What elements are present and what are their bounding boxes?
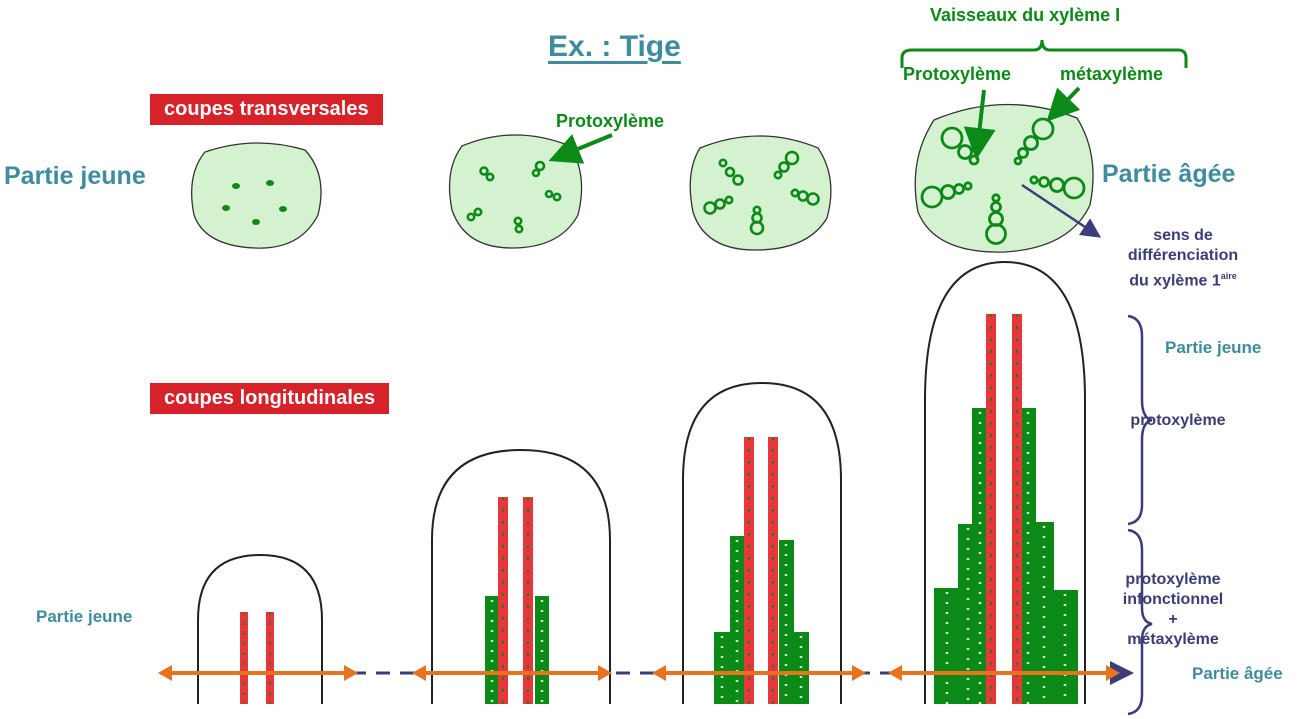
annotation-arrows <box>548 86 1081 164</box>
cross-section-1 <box>191 142 322 249</box>
longitudinal-section-1 <box>197 553 323 704</box>
orange-arrows <box>158 665 1120 681</box>
metaxylem-top-label: métaxylème <box>1060 64 1164 84</box>
metaxylem-top-arrow <box>1046 86 1081 122</box>
nonfunctional-line-3: + <box>1168 611 1178 628</box>
old-metaxylem-brace <box>1127 528 1153 716</box>
orange-arrow-1 <box>158 665 358 681</box>
page-title: Ex. : Tige <box>548 30 681 63</box>
longitudinal-section-2 <box>431 448 611 704</box>
nonfunctional-line-4: métaxylème <box>1127 631 1219 648</box>
old-part-label-top: Partie âgée <box>1102 160 1236 188</box>
nonfunctional-line-1: protoxylème <box>1125 571 1221 588</box>
differentiation-arrow <box>1021 183 1102 238</box>
cross-section-3 <box>689 135 832 251</box>
protoxylem-section2-label: Protoxylème <box>556 111 665 131</box>
longitudinal-section-4 <box>924 260 1086 704</box>
young-part-label-right: Partie jeune <box>1165 338 1262 357</box>
young-protoxylem-brace <box>1127 314 1153 526</box>
differentiation-line-1: sens de <box>1153 227 1213 244</box>
young-part-label-top: Partie jeune <box>4 162 146 190</box>
orange-arrow-4 <box>888 665 1120 681</box>
primary-xylem-vessels-label: Vaisseaux du xylème I <box>930 5 1121 25</box>
differentiation-line-3-text: du xylème 1 <box>1129 272 1221 290</box>
nonfunctional-line-2: infonctionnel <box>1122 591 1224 608</box>
longitudinal-sections-label: coupes longitudinales <box>150 383 390 414</box>
differentiation-line-2: différenciation <box>1127 247 1239 264</box>
cross-section-2 <box>448 134 583 249</box>
transverse-sections-label: coupes transversales <box>150 94 383 125</box>
protoxylem-top-arrow <box>963 89 996 160</box>
orange-arrow-2 <box>412 665 612 681</box>
differentiation-line-3: du xylème 1aire <box>1110 266 1256 291</box>
vessels-brace <box>900 39 1188 68</box>
old-part-label-bottom: Partie âgée <box>1192 664 1283 683</box>
protoxylem-right-label: protoxylème <box>1130 412 1226 429</box>
protoxylem-section2-arrow <box>548 133 613 164</box>
protoxylem-top-label: Protoxylème <box>903 64 1012 84</box>
orange-arrow-3 <box>652 665 866 681</box>
longitudinal-section-3 <box>682 381 842 704</box>
nonfunctional-protoxylem-label: protoxylème infonctionnel + métaxylème <box>1100 570 1246 650</box>
differentiation-superscript: aire <box>1220 271 1237 281</box>
cross-section-4 <box>914 103 1094 253</box>
differentiation-direction-label: sens de différenciation du xylème 1aire <box>1110 226 1256 291</box>
young-part-label-bottom: Partie jeune <box>36 607 133 626</box>
